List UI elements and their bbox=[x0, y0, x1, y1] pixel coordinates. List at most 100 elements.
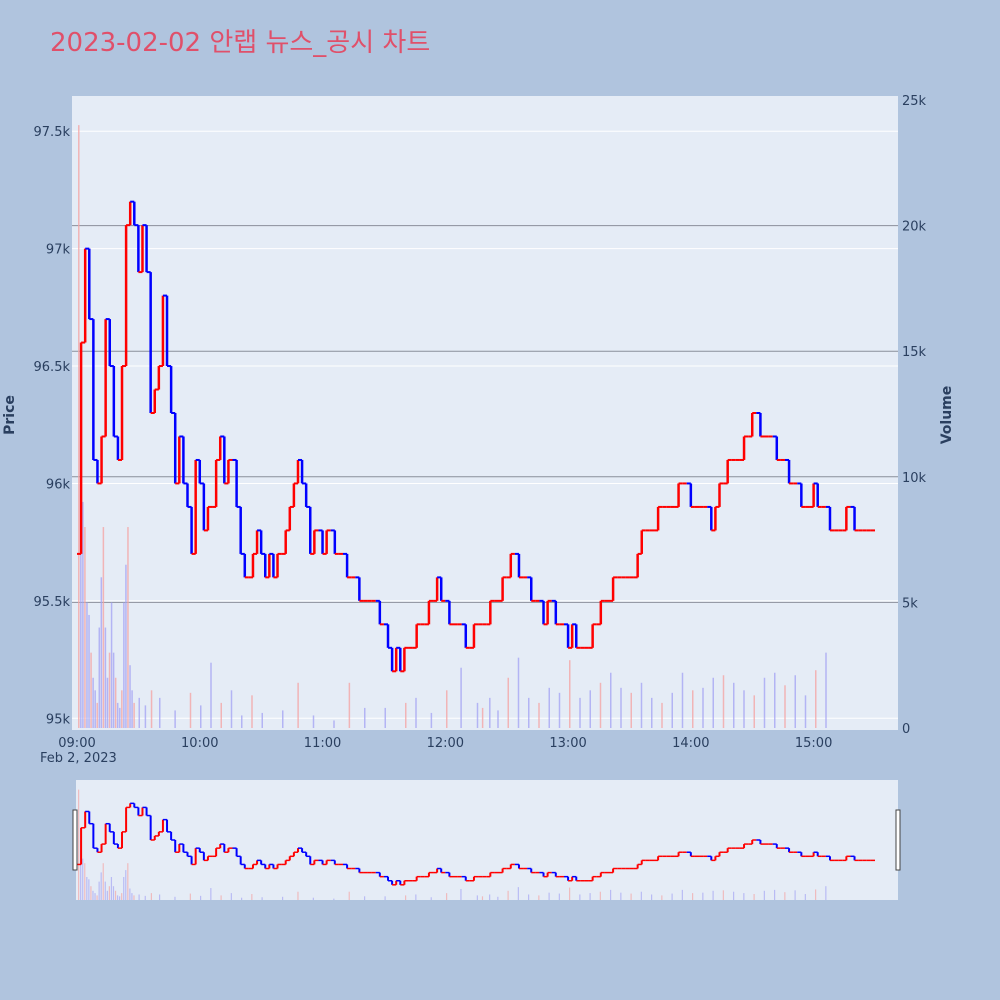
x-tick-label: 12:00 bbox=[427, 736, 464, 751]
volume-bar bbox=[131, 690, 133, 728]
mini-volume-bar bbox=[110, 877, 113, 900]
volume-bar bbox=[405, 702, 407, 728]
y2-tick-label: 0 bbox=[902, 722, 910, 737]
volume-bar bbox=[133, 702, 135, 728]
volume-bar bbox=[210, 662, 212, 728]
volume-bars bbox=[78, 125, 827, 729]
mini-volume-bar bbox=[144, 895, 146, 900]
mini-volume-bar bbox=[92, 890, 94, 900]
volume-bar bbox=[692, 690, 694, 728]
volume-bar bbox=[114, 677, 117, 728]
mini-volume-bar bbox=[123, 877, 125, 900]
mini-volume-bar bbox=[241, 897, 243, 900]
mini-volume-bar bbox=[129, 888, 131, 900]
mini-volume-bar bbox=[133, 895, 135, 900]
mini-volume-bar bbox=[753, 894, 755, 900]
x-tick-label: 15:00 bbox=[795, 736, 832, 751]
y2-axis-title: Volume bbox=[939, 386, 955, 445]
mini-volume-bar bbox=[517, 887, 519, 900]
volume-bar bbox=[125, 564, 127, 728]
volume-bar bbox=[144, 705, 147, 728]
volume-bar bbox=[129, 665, 131, 728]
mini-volume-bar bbox=[333, 898, 335, 900]
volume-bar bbox=[78, 125, 80, 729]
volume-bar bbox=[121, 690, 123, 728]
mini-volume-bar bbox=[507, 890, 509, 900]
y-tick-label: 96.5k bbox=[34, 360, 71, 375]
volume-bar bbox=[116, 702, 119, 728]
mini-volume-bar bbox=[489, 894, 491, 900]
mini-volume-bar bbox=[671, 893, 673, 900]
mini-volume-bar bbox=[620, 892, 622, 900]
volume-bar bbox=[460, 667, 462, 728]
mini-volume-bar bbox=[84, 863, 86, 900]
volume-bar bbox=[119, 707, 121, 728]
mini-volume-bar bbox=[78, 789, 80, 900]
volume-bar bbox=[712, 677, 714, 728]
mini-volume-bar bbox=[282, 896, 284, 900]
volume-bar bbox=[538, 702, 540, 728]
volume-bar bbox=[200, 705, 202, 728]
volume-bar bbox=[784, 685, 786, 728]
volume-bar bbox=[446, 690, 448, 728]
mini-volume-bar bbox=[405, 895, 407, 900]
mini-volume-bar bbox=[815, 889, 817, 900]
volume-bar bbox=[220, 702, 222, 728]
volume-bar bbox=[84, 527, 86, 728]
mini-volume-bar bbox=[610, 889, 612, 900]
mini-volume-bar bbox=[661, 895, 663, 900]
volume-bar bbox=[90, 652, 92, 728]
mini-volume-bar bbox=[794, 890, 796, 900]
mini-volume-bar bbox=[88, 879, 90, 900]
mini-volume-bar bbox=[743, 893, 745, 900]
x-tick-label: 14:00 bbox=[672, 736, 709, 751]
y-axis-title: Price bbox=[2, 395, 18, 435]
mini-volume-bar bbox=[599, 891, 601, 900]
mini-volume-bar bbox=[712, 890, 714, 900]
volume-bar bbox=[159, 697, 161, 728]
volume-bar bbox=[671, 692, 673, 728]
mini-volume-bar bbox=[558, 893, 560, 900]
y-tick-label: 95k bbox=[46, 712, 71, 727]
mini-volume-bar bbox=[86, 877, 88, 900]
range-slider-left-handle[interactable] bbox=[72, 809, 78, 871]
mini-volume-bar bbox=[476, 895, 478, 900]
mini-volume-bar bbox=[702, 892, 704, 900]
main-plot-area[interactable] bbox=[72, 96, 898, 730]
volume-bar bbox=[651, 697, 653, 728]
chart-title: 2023-02-02 안랩 뉴스_공시 차트 bbox=[50, 28, 431, 58]
y2-tick-labels: 0 5k 10k 15k 20k 25k bbox=[902, 94, 927, 737]
x-tick-label: 09:00 bbox=[58, 736, 95, 751]
mini-volume-bar bbox=[692, 893, 694, 900]
volume-bar bbox=[620, 687, 622, 728]
mini-volume-bar bbox=[348, 891, 350, 900]
range-slider-right-handle[interactable] bbox=[895, 809, 901, 871]
volume-bar bbox=[88, 614, 90, 728]
mini-volume-bar bbox=[98, 881, 100, 900]
volume-bar bbox=[517, 657, 520, 728]
mini-volume-bar bbox=[220, 895, 222, 900]
mini-volume-bar bbox=[174, 896, 176, 900]
mini-volume-bar bbox=[261, 897, 263, 900]
mini-volume-bar bbox=[763, 890, 765, 900]
volume-bar bbox=[489, 697, 491, 728]
volume-bar bbox=[108, 652, 111, 728]
volume-bar bbox=[106, 677, 109, 728]
mini-volume-bar bbox=[230, 893, 232, 900]
mini-volume-bar bbox=[150, 893, 152, 900]
y2-tick-label: 10k bbox=[902, 471, 927, 486]
volume-bar bbox=[825, 652, 827, 728]
volume-bar bbox=[312, 715, 315, 728]
volume-bar bbox=[774, 672, 776, 728]
volume-bar bbox=[94, 690, 96, 728]
mini-volume-bar bbox=[825, 886, 827, 900]
mini-volume-bar bbox=[96, 895, 98, 900]
volume-bar bbox=[104, 627, 107, 728]
volume-bar bbox=[174, 710, 176, 728]
range-slider[interactable] bbox=[76, 780, 898, 900]
volume-bar bbox=[112, 652, 115, 728]
mini-volume-bar bbox=[82, 858, 84, 900]
x-tick-label: 10:00 bbox=[181, 736, 218, 751]
volume-bar bbox=[127, 527, 129, 728]
y2-tick-label: 20k bbox=[902, 220, 927, 235]
